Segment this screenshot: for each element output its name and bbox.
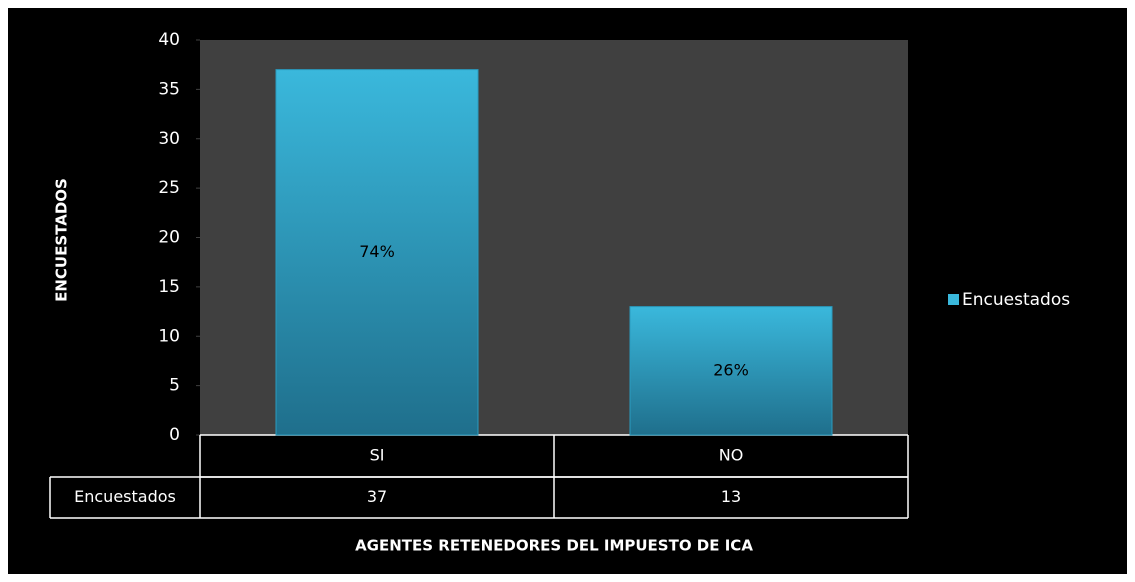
- y-tick-label: 5: [169, 376, 180, 396]
- legend-swatch: [948, 294, 959, 305]
- y-tick-label: 40: [158, 30, 180, 50]
- y-tick-label: 35: [158, 79, 180, 99]
- x-tick-label: NO: [719, 446, 744, 465]
- data-label: 26%: [713, 360, 749, 379]
- data-label: 74%: [359, 242, 395, 261]
- y-tick-label: 15: [158, 277, 180, 297]
- legend-label: Encuestados: [962, 290, 1070, 310]
- y-tick-label: 0: [169, 425, 180, 445]
- bar: [275, 69, 479, 436]
- y-tick-label: 25: [158, 178, 180, 198]
- x-axis-title: AGENTES RETENEDORES DEL IMPUESTO DE ICA: [355, 537, 753, 555]
- y-tick-label: 10: [158, 326, 180, 346]
- y-tick-label: 30: [158, 129, 180, 149]
- bar: [629, 306, 833, 436]
- x-tick-label: SI: [370, 446, 385, 465]
- y-axis-title: ENCUESTADOS: [53, 178, 71, 302]
- y-tick-label: 20: [158, 228, 180, 248]
- table-value: 13: [721, 487, 741, 506]
- table-row-header: Encuestados: [74, 487, 176, 506]
- table-value: 37: [367, 487, 387, 506]
